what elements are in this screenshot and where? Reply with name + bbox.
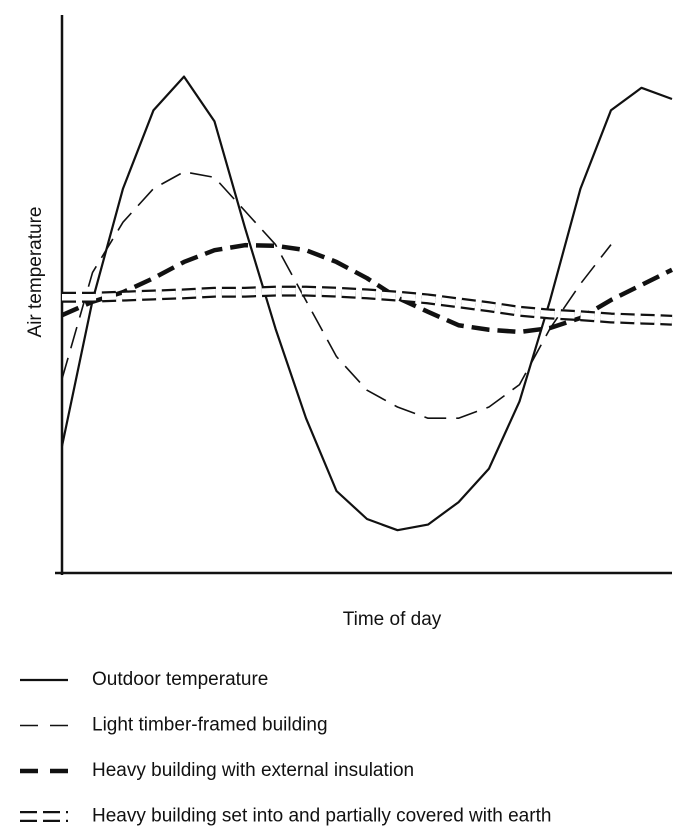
x-axis-label: Time of day [343,609,442,630]
y-axis-label: Air temperature [25,207,46,338]
legend-label: Light timber-framed building [92,715,328,736]
series-line [61,242,673,335]
legend-label: Heavy building with external insulation [92,760,414,781]
series-line-inner [62,287,673,324]
legend-label: Heavy building set into and partially co… [92,806,551,827]
series-line [60,75,673,532]
series-line [61,171,612,419]
legend-label: Outdoor temperature [92,669,268,690]
